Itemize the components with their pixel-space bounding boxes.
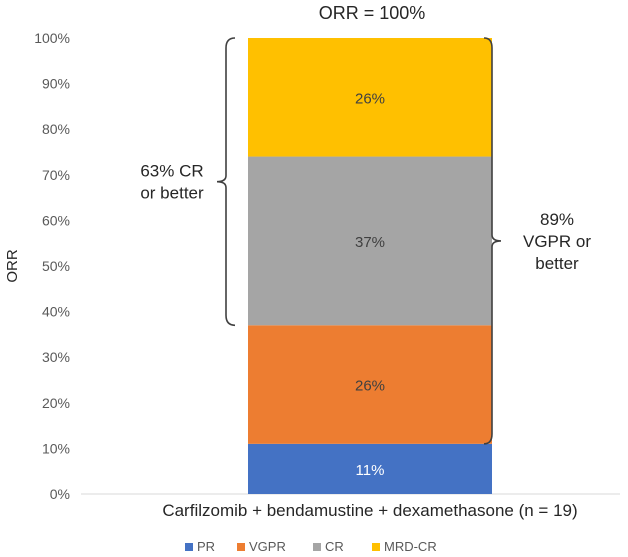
y-tick-label: 80% bbox=[42, 121, 70, 137]
annotation-text: 89% bbox=[540, 210, 574, 229]
legend-swatch-pr bbox=[185, 543, 193, 551]
y-axis-label: ORR bbox=[4, 249, 21, 283]
bracket-right: 89% VGPR or better bbox=[483, 37, 591, 445]
bracket-annotations: 63% CR or better 89% VGPR or better bbox=[140, 37, 591, 445]
legend-label-cr: CR bbox=[325, 539, 344, 554]
data-label-mrd-cr: 26% bbox=[355, 90, 385, 107]
annotation-text: VGPR or bbox=[523, 232, 591, 251]
x-category-label: Carfilzomib + bendamustine + dexamethaso… bbox=[162, 501, 577, 520]
bar-segment-pr bbox=[248, 443, 492, 494]
data-label-pr: 11% bbox=[356, 462, 385, 479]
legend-label-mrd-cr: MRD-CR bbox=[384, 539, 437, 554]
annotation-text: or better bbox=[140, 184, 204, 203]
legend-swatch-mrd-cr bbox=[372, 543, 380, 551]
bar-segment-cr bbox=[248, 156, 492, 326]
bar-stack: 11% 26% 37% 26% bbox=[248, 38, 492, 494]
annotation-text: better bbox=[535, 254, 579, 273]
chart-title: ORR = 100% bbox=[319, 3, 426, 23]
y-tick-label: 30% bbox=[42, 349, 70, 365]
y-tick-label: 60% bbox=[42, 212, 70, 228]
y-axis: 0% 10% 20% 30% 40% 50% 60% 70% 80% 90% 100% bbox=[34, 30, 70, 502]
legend-label-vgpr: VGPR bbox=[249, 539, 286, 554]
y-tick-label: 50% bbox=[42, 258, 70, 274]
data-label-cr: 37% bbox=[355, 234, 385, 251]
data-label-vgpr: 26% bbox=[355, 378, 385, 395]
y-tick-label: 20% bbox=[42, 395, 70, 411]
legend-label-pr: PR bbox=[197, 539, 215, 554]
annotation-text: 63% CR bbox=[140, 162, 203, 181]
y-tick-label: 90% bbox=[42, 76, 70, 92]
y-tick-label: 10% bbox=[42, 440, 70, 456]
bracket-line bbox=[483, 37, 502, 445]
y-tick-label: 70% bbox=[42, 167, 70, 183]
y-tick-label: 40% bbox=[42, 304, 70, 320]
bar-segment-vgpr bbox=[248, 325, 492, 444]
y-tick-label: 0% bbox=[50, 486, 70, 502]
bracket-left: 63% CR or better bbox=[140, 37, 236, 327]
y-tick-label: 100% bbox=[34, 30, 70, 46]
legend: PR VGPR CR MRD-CR bbox=[185, 539, 437, 554]
legend-swatch-cr bbox=[313, 543, 321, 551]
bracket-line bbox=[216, 37, 236, 327]
bar-segment-mrd-cr bbox=[248, 38, 492, 157]
legend-swatch-vgpr bbox=[237, 543, 245, 551]
